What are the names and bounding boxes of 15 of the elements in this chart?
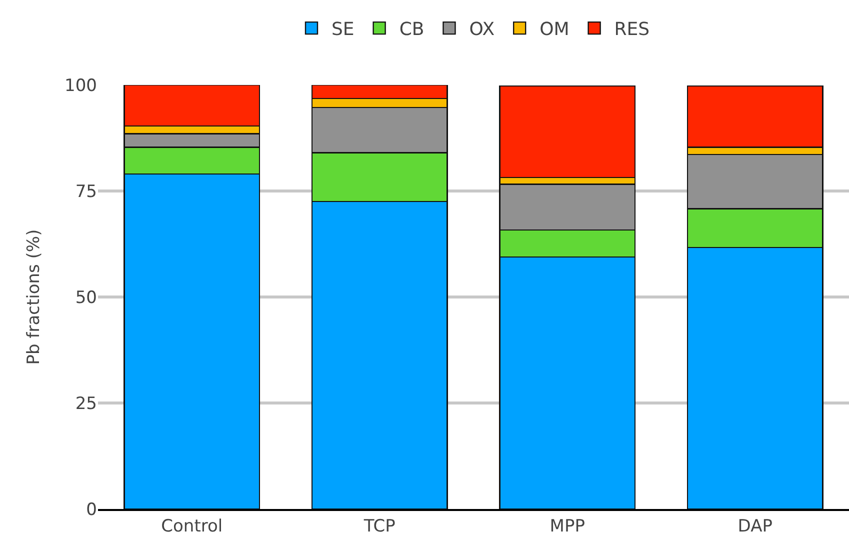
y-axis-title: Pb fractions (%) <box>24 229 44 365</box>
legend-label: CB <box>399 19 424 40</box>
x-tick-label: TCP <box>362 516 396 536</box>
x-tick-label: Control <box>161 516 223 536</box>
x-tick-label: DAP <box>738 516 772 536</box>
y-tick-label: 100 <box>64 76 97 96</box>
y-tick-label: 0 <box>86 500 97 520</box>
legend-label: OM <box>540 19 570 40</box>
legend-label: RES <box>614 19 650 40</box>
y-tick-label: 75 <box>75 182 97 202</box>
y-tick-label: 25 <box>75 394 97 414</box>
y-tick-label: 50 <box>75 288 97 308</box>
x-tick-label: MPP <box>550 516 585 536</box>
legend-label: OX <box>469 19 495 40</box>
legend-label: SE <box>332 19 354 40</box>
